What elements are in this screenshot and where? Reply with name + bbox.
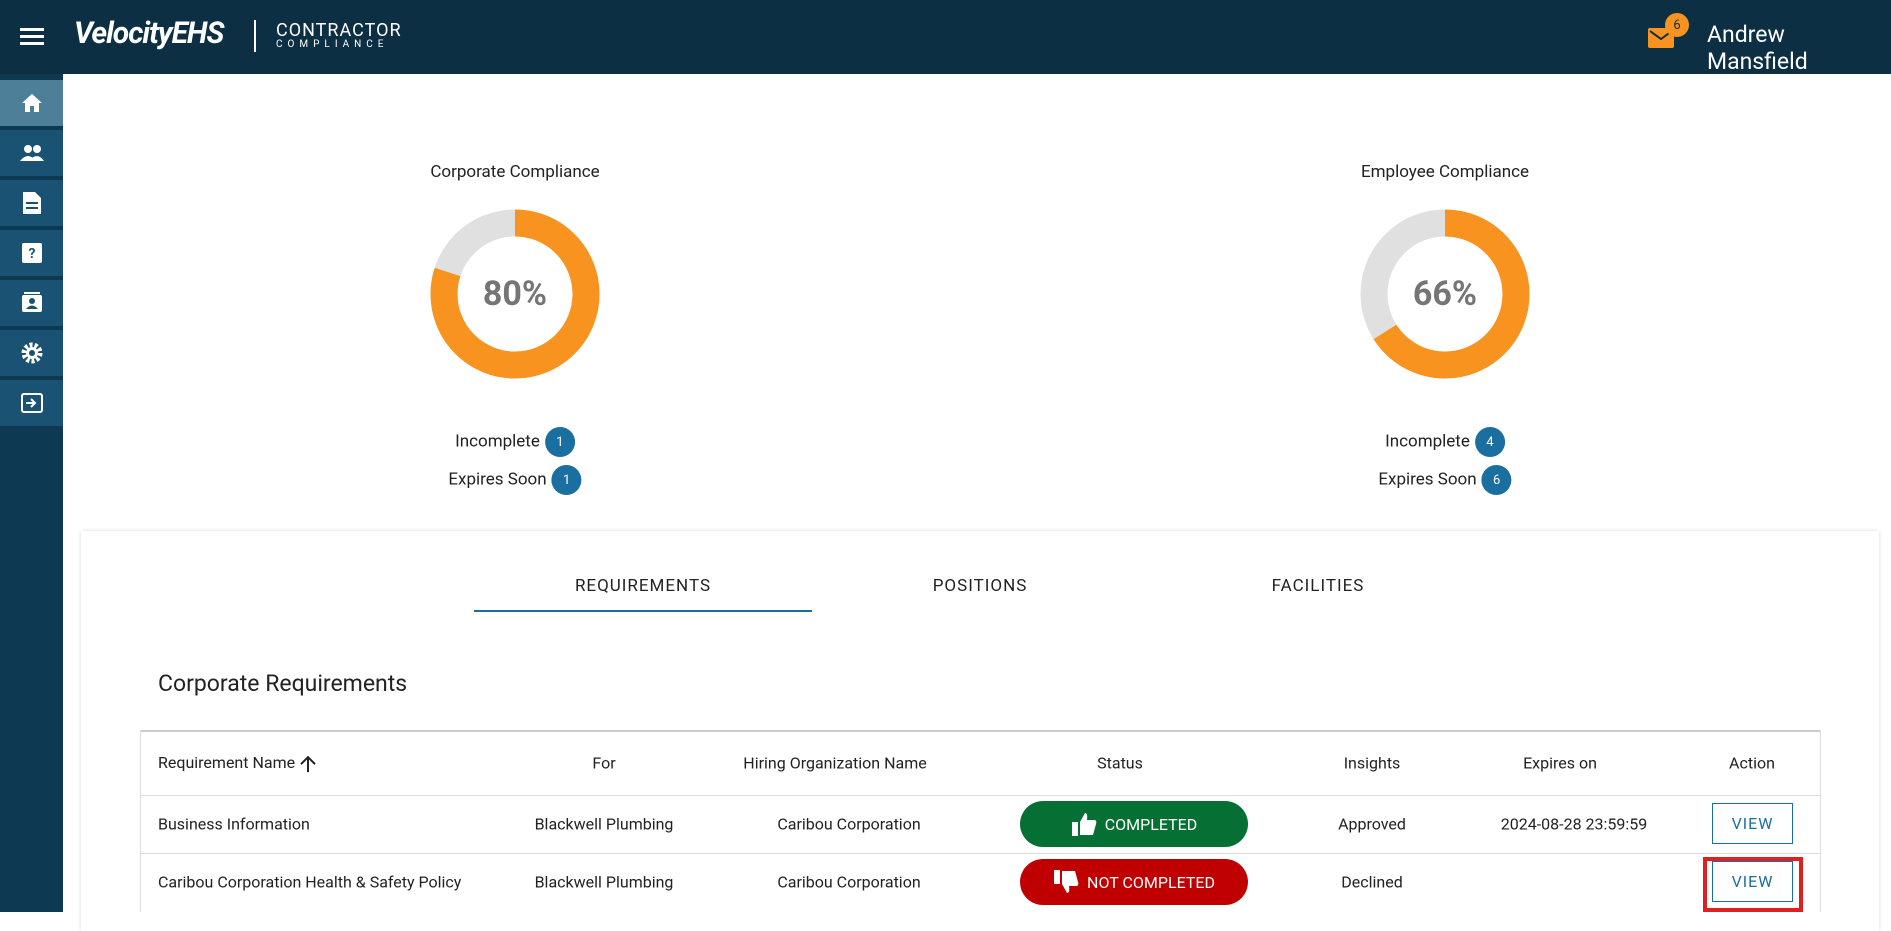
product-top: CONTRACTOR <box>276 20 402 41</box>
status-text: COMPLETED <box>1104 814 1198 834</box>
tab[interactable]: FACILITIES <box>1271 576 1365 596</box>
requirement-name: Business Information <box>158 814 310 834</box>
incomplete-count: 1 <box>544 427 575 457</box>
expires-cell: 2024-08-28 23:59:59 <box>1500 814 1648 834</box>
expires-count: 1 <box>551 465 582 495</box>
column-header[interactable]: Requirement Name <box>158 753 317 773</box>
expires-row: Expires Soon 6 <box>1378 465 1512 495</box>
expires-label: Expires Soon <box>1378 469 1477 490</box>
insights-cell: Approved <box>1338 814 1406 834</box>
for-cell: Blackwell Plumbing <box>534 814 674 834</box>
donut-label: 80% <box>482 274 548 314</box>
expires-row: Expires Soon 1 <box>448 465 582 495</box>
thumb-icon <box>1071 813 1097 836</box>
expires-count: 6 <box>1481 465 1512 495</box>
page: VelocityEHS CONTRACTOR COMPLIANCE 6 Andr… <box>0 0 1891 912</box>
nav-settings[interactable] <box>0 330 63 376</box>
product-bottom: COMPLIANCE <box>276 39 389 50</box>
nav-contacts[interactable] <box>0 280 63 326</box>
column-header[interactable]: Hiring Organization Name <box>743 753 927 773</box>
org-cell: Caribou Corporation <box>777 872 921 892</box>
column-header[interactable]: Insights <box>1343 753 1401 773</box>
expires-label: Expires Soon <box>448 469 547 490</box>
status-text: NOT COMPLETED <box>1087 872 1215 892</box>
nav-logout[interactable] <box>0 380 63 426</box>
svg-text:?: ? <box>28 246 35 262</box>
incomplete-label: Incomplete <box>1385 431 1470 452</box>
tab[interactable]: REQUIREMENTS <box>574 576 712 596</box>
tab-indicator <box>474 610 812 612</box>
donut-arc <box>1360 209 1530 379</box>
nav-help[interactable]: ? <box>0 230 63 276</box>
tab[interactable]: POSITIONS <box>932 576 1028 596</box>
donut-arc <box>430 209 600 379</box>
nav-people[interactable] <box>0 130 63 176</box>
column-header[interactable]: Action <box>1729 753 1775 773</box>
incomplete-label: Incomplete <box>455 431 540 452</box>
donut <box>430 209 600 379</box>
donut-title: Corporate Compliance <box>430 162 600 182</box>
status-pill: NOT COMPLETED <box>1020 859 1248 905</box>
brand: VelocityEHS <box>74 16 224 51</box>
donut-title: Employee Compliance <box>1360 162 1530 182</box>
incomplete-row: Incomplete 4 <box>1385 427 1505 457</box>
requirement-name: Caribou Corporation Health & Safety Poli… <box>158 872 462 892</box>
column-header[interactable]: Status <box>1097 753 1143 773</box>
insights-cell: Declined <box>1341 872 1403 892</box>
donut-label: 66% <box>1412 274 1478 314</box>
top-bar: VelocityEHS CONTRACTOR COMPLIANCE 6 Andr… <box>0 0 1891 75</box>
highlight-box <box>1703 857 1803 912</box>
section-title: Corporate Requirements <box>158 670 408 697</box>
view-button[interactable]: VIEW <box>1712 803 1793 844</box>
nav-home[interactable] <box>0 80 63 126</box>
status-pill: COMPLETED <box>1020 801 1248 847</box>
menu-icon[interactable] <box>20 28 44 46</box>
column-header[interactable]: Expires on <box>1523 753 1597 773</box>
for-cell: Blackwell Plumbing <box>534 872 674 892</box>
column-header[interactable]: For <box>592 753 616 773</box>
org-cell: Caribou Corporation <box>777 814 921 834</box>
mail-count: 6 <box>1665 13 1689 37</box>
sidebar: ? <box>0 74 63 912</box>
user-name[interactable]: Andrew Mansfield <box>1707 21 1808 75</box>
donut <box>1360 209 1530 379</box>
nav-documents[interactable] <box>0 180 63 226</box>
incomplete-row: Incomplete 1 <box>455 427 575 457</box>
view-button[interactable]: VIEW <box>1712 861 1793 902</box>
incomplete-count: 4 <box>1474 427 1505 457</box>
thumb-icon <box>1054 870 1079 893</box>
